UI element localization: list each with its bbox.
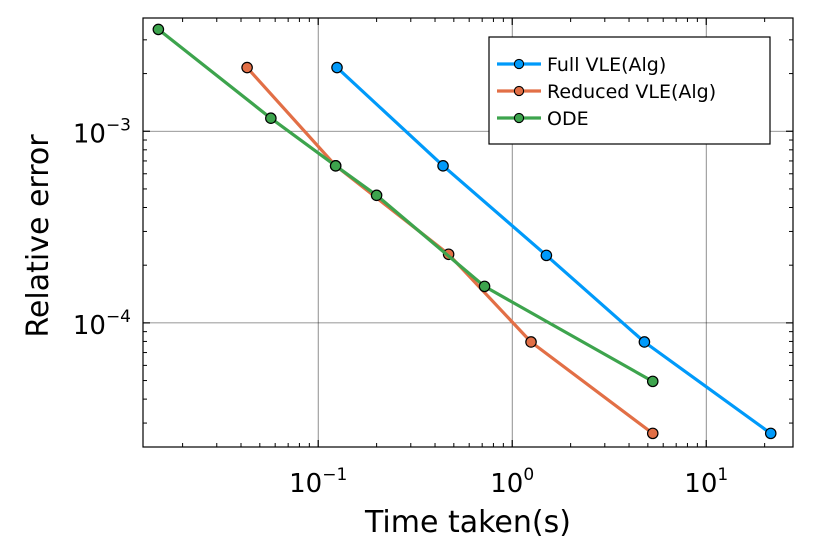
data-point	[329, 160, 342, 172]
legend-label: ODE	[547, 108, 589, 130]
legend-marker	[513, 58, 525, 70]
legend-item: ODE	[497, 108, 589, 130]
legend-item: Full VLE(Alg)	[497, 54, 666, 76]
data-point	[525, 336, 537, 348]
series-0	[331, 61, 777, 440]
data-point	[265, 112, 277, 124]
x-tick-label: 100	[490, 465, 534, 499]
series-2	[152, 23, 659, 388]
x-tick-label: 10−1	[289, 465, 347, 499]
legend-marker	[513, 85, 525, 97]
data-point	[764, 427, 777, 440]
series-line	[156, 27, 655, 383]
data-point	[540, 249, 553, 262]
data-point	[331, 61, 343, 74]
legend: Full VLE(Alg) Reduced VLE(Alg) ODE	[488, 36, 771, 145]
data-point	[646, 375, 659, 388]
legend-item: Reduced VLE(Alg)	[497, 81, 716, 103]
data-point	[437, 160, 449, 172]
legend-label: Full VLE(Alg)	[547, 54, 666, 76]
data-point	[478, 280, 491, 293]
data-point	[152, 23, 165, 36]
legend-label: Reduced VLE(Alg)	[547, 81, 716, 103]
grid	[143, 18, 793, 447]
y-tick-label: 10−4	[73, 307, 131, 341]
legend-marker	[513, 112, 525, 124]
y-tick-labels: 10−4 10−3	[73, 115, 131, 341]
y-axis-label: Relative error	[21, 134, 56, 338]
data-point	[646, 427, 659, 440]
y-tick-label: 10−3	[73, 115, 131, 149]
data-point	[370, 189, 383, 202]
minor-ticks	[143, 18, 793, 447]
x-tick-label: 101	[684, 465, 728, 499]
series-layer	[152, 23, 777, 440]
data-point	[241, 61, 253, 74]
data-point	[638, 336, 651, 348]
x-tick-labels: 10−1 100 101	[289, 465, 728, 499]
x-axis-label: Time taken(s)	[364, 505, 571, 540]
